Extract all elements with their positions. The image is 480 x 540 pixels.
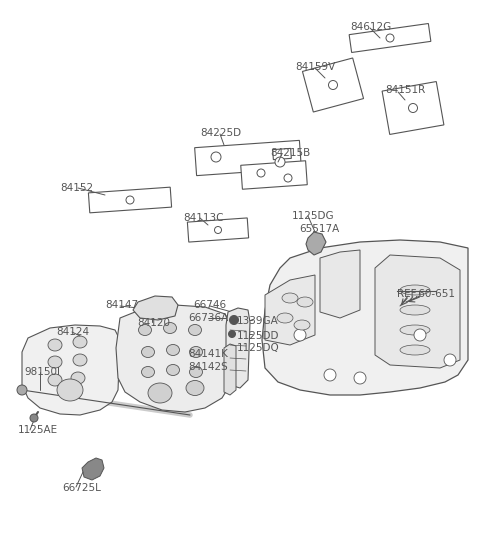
Ellipse shape xyxy=(148,383,172,403)
Text: 84113C: 84113C xyxy=(183,213,224,223)
Circle shape xyxy=(257,169,265,177)
Text: 84152: 84152 xyxy=(60,183,93,193)
Text: 66725L: 66725L xyxy=(62,483,101,493)
Polygon shape xyxy=(241,161,307,189)
Polygon shape xyxy=(262,240,468,395)
Circle shape xyxy=(215,226,221,233)
Polygon shape xyxy=(273,148,291,160)
Text: REF.60-651: REF.60-651 xyxy=(397,289,455,299)
Polygon shape xyxy=(187,218,249,242)
Circle shape xyxy=(228,330,236,338)
Ellipse shape xyxy=(186,381,204,395)
Circle shape xyxy=(414,329,426,341)
Polygon shape xyxy=(306,232,326,255)
Circle shape xyxy=(211,152,221,162)
Polygon shape xyxy=(382,82,444,134)
Polygon shape xyxy=(226,308,250,388)
Ellipse shape xyxy=(400,325,430,335)
Text: 65517A: 65517A xyxy=(299,224,339,234)
Ellipse shape xyxy=(73,336,87,348)
Ellipse shape xyxy=(167,345,180,355)
Ellipse shape xyxy=(294,320,310,330)
Ellipse shape xyxy=(167,364,180,375)
Text: 84147: 84147 xyxy=(105,300,138,310)
Text: 84159V: 84159V xyxy=(295,62,335,72)
Text: 84151R: 84151R xyxy=(385,85,425,95)
Ellipse shape xyxy=(57,379,83,401)
Text: 98150I: 98150I xyxy=(24,367,60,377)
Polygon shape xyxy=(375,255,460,368)
Polygon shape xyxy=(320,250,360,318)
Ellipse shape xyxy=(400,305,430,315)
Polygon shape xyxy=(302,58,363,112)
Circle shape xyxy=(324,369,336,381)
Polygon shape xyxy=(82,458,104,480)
Text: 1125DG: 1125DG xyxy=(292,211,335,221)
Polygon shape xyxy=(349,24,431,52)
Ellipse shape xyxy=(189,325,202,335)
Circle shape xyxy=(328,80,337,90)
Circle shape xyxy=(275,157,285,167)
Text: 1339GA: 1339GA xyxy=(237,316,279,326)
Text: 84225D: 84225D xyxy=(200,128,241,138)
Polygon shape xyxy=(224,344,236,395)
Polygon shape xyxy=(22,325,120,415)
Ellipse shape xyxy=(400,285,430,295)
Ellipse shape xyxy=(48,374,62,386)
Polygon shape xyxy=(133,296,178,320)
Polygon shape xyxy=(195,140,301,176)
Text: 84141K: 84141K xyxy=(188,349,228,359)
Polygon shape xyxy=(88,187,171,213)
Text: 66736A: 66736A xyxy=(188,313,228,323)
Ellipse shape xyxy=(48,339,62,351)
Ellipse shape xyxy=(282,293,298,303)
Circle shape xyxy=(354,372,366,384)
Circle shape xyxy=(229,315,239,325)
Ellipse shape xyxy=(73,354,87,366)
Ellipse shape xyxy=(139,325,152,335)
Text: 84215B: 84215B xyxy=(270,148,310,158)
Ellipse shape xyxy=(297,297,313,307)
Text: 84120: 84120 xyxy=(137,318,170,328)
Polygon shape xyxy=(116,305,232,412)
Text: 84142S: 84142S xyxy=(188,362,228,372)
Circle shape xyxy=(284,174,292,182)
Text: 1125DQ: 1125DQ xyxy=(237,343,280,353)
Ellipse shape xyxy=(190,347,203,357)
Text: 66746: 66746 xyxy=(193,300,226,310)
Circle shape xyxy=(444,354,456,366)
Ellipse shape xyxy=(164,322,177,334)
Ellipse shape xyxy=(71,372,85,384)
Polygon shape xyxy=(265,275,315,345)
Text: 1125DD: 1125DD xyxy=(237,331,279,341)
Ellipse shape xyxy=(48,356,62,368)
Ellipse shape xyxy=(142,367,155,377)
Ellipse shape xyxy=(277,313,293,323)
Circle shape xyxy=(294,329,306,341)
Text: 84124: 84124 xyxy=(56,327,89,337)
Circle shape xyxy=(17,385,27,395)
Text: 1125AE: 1125AE xyxy=(18,425,58,435)
Circle shape xyxy=(408,104,418,112)
Ellipse shape xyxy=(142,347,155,357)
Text: 84612G: 84612G xyxy=(350,22,391,32)
Ellipse shape xyxy=(400,345,430,355)
Circle shape xyxy=(126,196,134,204)
Circle shape xyxy=(30,414,38,422)
Ellipse shape xyxy=(190,367,203,377)
Circle shape xyxy=(386,34,394,42)
